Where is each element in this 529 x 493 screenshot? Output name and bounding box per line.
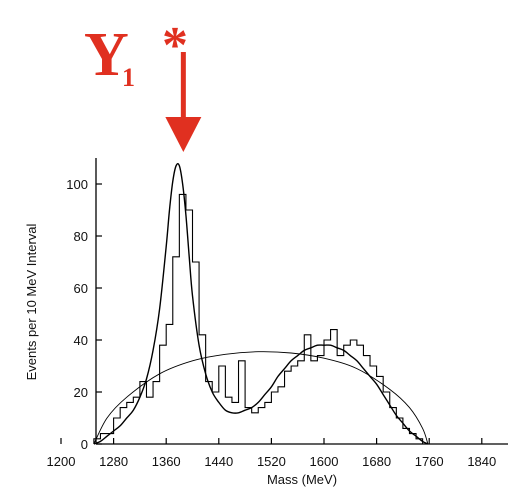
- x-tick-label: 1600: [310, 454, 339, 469]
- histogram-series: [93, 193, 430, 445]
- x-tick-label: 1200: [47, 454, 76, 469]
- x-tick-label: 1840: [467, 454, 496, 469]
- y-tick-label: 40: [74, 333, 88, 348]
- x-tick-label: 1520: [257, 454, 286, 469]
- annotation-symbol: Y: [84, 21, 129, 89]
- background-curve: [93, 351, 429, 445]
- y-tick-label: 0: [81, 437, 88, 452]
- y1-star-annotation: Y 1 *: [84, 17, 202, 152]
- fit-curve: [93, 163, 429, 445]
- axes: [95, 158, 508, 445]
- plot-area: [93, 163, 430, 445]
- x-tick-label: 1760: [415, 454, 444, 469]
- y-tick-label: 80: [74, 229, 88, 244]
- x-tick-label: 1440: [204, 454, 233, 469]
- x-tick-label: 1360: [152, 454, 181, 469]
- x-ticks: 1200 1280 1360 1440 1520 1600 1680 1760 1840: [47, 438, 496, 469]
- x-tick-label: 1280: [99, 454, 128, 469]
- x-tick-label: 1680: [362, 454, 391, 469]
- annotation-arrow-head: [165, 117, 202, 152]
- annotation-subscript: 1: [122, 63, 135, 92]
- y-axis-title: Events per 10 MeV Interval: [24, 223, 39, 380]
- y-tick-label: 20: [74, 385, 88, 400]
- y-ticks: 0 20 40 60 80 100: [66, 177, 102, 452]
- y-tick-label: 60: [74, 281, 88, 296]
- x-axis-title: Mass (MeV): [267, 472, 337, 487]
- y-tick-label: 100: [66, 177, 88, 192]
